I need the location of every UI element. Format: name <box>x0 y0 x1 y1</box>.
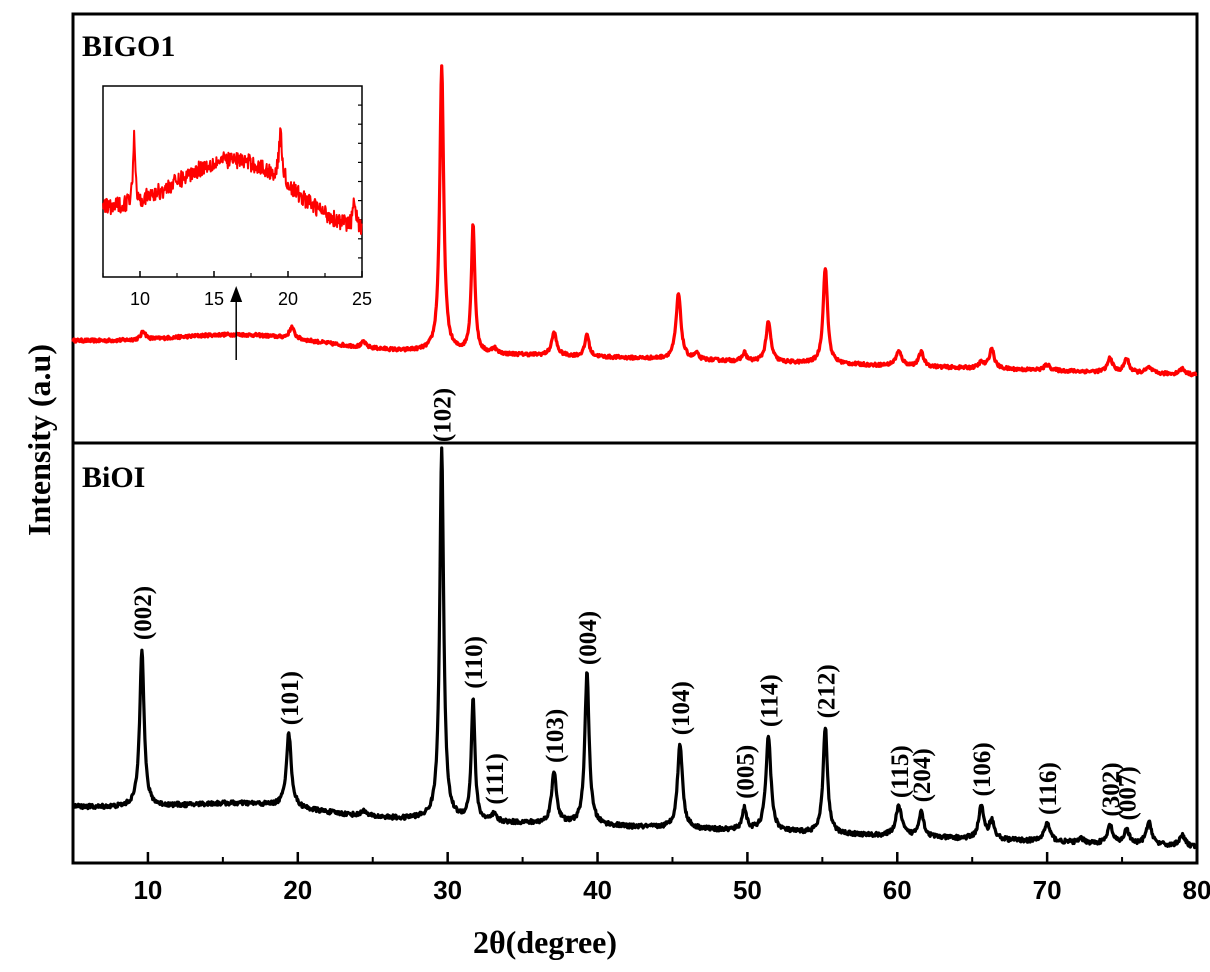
peak-label-104: (104) <box>668 681 695 735</box>
x-tick-label-80: 80 <box>1183 875 1210 905</box>
inset-chart: 10 15 20 25 <box>102 85 372 309</box>
inset-series-line <box>102 127 363 235</box>
x-axis-title: 2θ(degree) <box>473 924 617 960</box>
panel-label-bioi: BiOI <box>82 461 145 494</box>
plot-frame <box>71 12 1199 865</box>
x-tick-label-40: 40 <box>583 875 612 905</box>
peak-label-204: (204) <box>909 748 936 802</box>
peak-label-110: (110) <box>461 636 488 689</box>
series-line-bioi <box>71 446 1198 850</box>
peak-label-103: (103) <box>542 709 569 763</box>
x-tick-label-10: 10 <box>133 875 162 905</box>
peak-label-102: (102) <box>430 388 457 442</box>
peak-label-111: (111) <box>482 753 509 804</box>
arrow-head <box>230 286 243 302</box>
inset-tick-label-25: 25 <box>352 289 372 309</box>
inset-arrow <box>230 286 243 360</box>
y-axis-title: Intensity (a.u) <box>21 344 57 536</box>
inset-tick-label-15: 15 <box>204 289 224 309</box>
peak-label-005: (005) <box>732 745 759 799</box>
peak-label-302: (302) <box>1098 762 1125 816</box>
x-tick-label-50: 50 <box>733 875 762 905</box>
x-tick-label-30: 30 <box>433 875 462 905</box>
x-axis-tick-labels: 10 20 30 40 50 60 70 80 <box>133 875 1210 905</box>
peak-label-212: (212) <box>813 664 840 718</box>
inset-frame <box>102 85 363 278</box>
inset-tick-label-20: 20 <box>278 289 298 309</box>
x-tick-label-70: 70 <box>1033 875 1062 905</box>
x-tick-label-20: 20 <box>283 875 312 905</box>
peak-label-106: (106) <box>969 742 996 796</box>
inset-curve-group <box>102 127 363 235</box>
inset-tick-label-10: 10 <box>130 289 150 309</box>
panel-label-bigo1: BIGO1 <box>82 30 175 63</box>
peak-label-116: (116) <box>1035 762 1062 815</box>
peak-label-007: (007) <box>1115 766 1142 820</box>
peak-labels-group: (002) (101) (102) (110) (111) (103) (004) (104)… <box>130 388 1142 821</box>
series-line-bigo1 <box>71 64 1198 378</box>
curves-group <box>71 64 1198 850</box>
peak-label-004: (004) <box>575 611 602 665</box>
peak-label-115: (115) <box>887 745 914 798</box>
x-axis-ticks <box>72 852 1199 863</box>
peak-label-002: (002) <box>130 586 157 640</box>
peak-label-101: (101) <box>277 671 304 725</box>
x-tick-label-60: 60 <box>883 875 912 905</box>
peak-label-114: (114) <box>756 674 783 727</box>
inset-x-tick-labels: 10 15 20 25 <box>130 289 372 309</box>
